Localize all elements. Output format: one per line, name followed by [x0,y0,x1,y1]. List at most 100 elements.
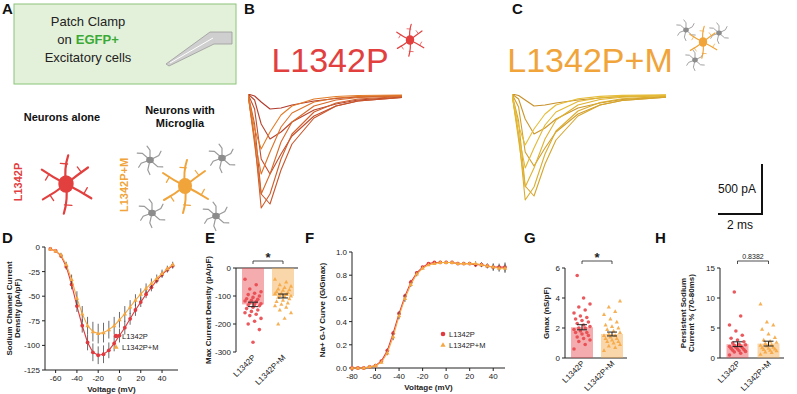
data-point [385,351,389,355]
data-point [64,262,68,266]
y-tick-label: 1.0 [336,248,348,257]
data-point [616,326,620,330]
data-point [415,272,419,276]
category-label: L1342P [232,353,258,379]
axis-title: Max Current Density (pA/pF) [204,256,213,364]
data-point [253,291,257,295]
data-point [356,366,360,370]
data-point [283,316,287,320]
current-trace [248,94,402,208]
data-point [480,263,484,267]
data-point [444,261,448,265]
data-point [462,262,466,266]
data-point [610,324,614,328]
data-point [48,247,52,251]
background [0,0,797,394]
data-point [251,340,255,344]
current-trace [512,94,666,187]
data-point [765,320,769,324]
axis-title-line: Density (pA/pF) [13,279,22,338]
y-tick-label: -50 [28,292,40,301]
data-point [139,300,143,304]
data-point [587,320,591,324]
y-tick-label: 0.2 [336,341,348,350]
y-tick-label: -125 [24,366,41,375]
data-point [85,323,89,327]
y-tick-label: 0 [711,354,716,363]
y-tick-label: -100 [215,292,232,301]
significance-label: * [265,250,271,265]
y-tick [233,352,236,353]
y-tick-label: 4 [556,294,561,303]
current-trace [248,94,402,194]
method-text-part: Excitatory cells [45,50,132,65]
neuron-branch [170,196,174,201]
y-tick [42,370,45,371]
data-point [54,249,58,253]
y-tick [717,358,720,359]
data-point [276,322,280,326]
axis-title: Voltage (mV) [404,383,453,392]
neuron-soma [406,35,414,45]
data-point [450,260,454,264]
category-label: L1342P [561,359,587,385]
y-tick-label: -25 [28,268,40,277]
bar [242,268,264,304]
neuron-branch [180,167,187,169]
y-tick [562,328,565,329]
data-point [69,277,73,281]
data-point [273,277,277,281]
pipette-icon [166,32,232,66]
data-point [588,338,592,342]
x-tick [140,370,141,373]
microglia-soma [146,157,154,164]
neuron-branch [416,31,418,34]
y-tick [233,324,236,325]
axis-title: Sodium Channel CurrentDensity (pA/pF) [5,261,23,356]
data-point [107,327,111,331]
data-point [485,264,489,268]
data-point [379,360,383,364]
data-point [605,327,609,331]
x-tick [446,368,447,371]
method-box [14,4,236,84]
current-trace [512,94,666,145]
data-point [258,294,262,298]
data-point [101,330,105,334]
data-point [289,311,293,315]
group-heading-line: Neurons alone [24,111,100,123]
data-point [758,343,762,347]
data-point [149,281,153,285]
group-heading: Neurons alone [24,111,100,123]
data-point [281,298,285,302]
data-point [278,308,282,312]
y-tick [717,268,720,269]
data-point [144,286,148,290]
y-tick-label: -75 [28,317,40,326]
neuron-branch [184,204,191,206]
neuron-branch [692,37,694,40]
axis-title-line: Sodium Channel Current [5,261,14,356]
data-point [763,341,767,345]
x-tick-label: -60 [370,372,382,381]
microglia-soma [692,58,698,63]
x-tick [399,368,400,371]
data-point [284,280,288,284]
data-point [577,340,581,344]
data-point [107,348,111,352]
data-point [585,316,589,320]
data-point [134,308,138,312]
panel-letter: E [205,229,215,246]
y-tick [349,252,352,253]
bar [272,268,294,296]
y-axis [565,268,566,358]
legend-marker [114,334,119,339]
data-point [243,311,247,315]
y-tick [233,268,236,269]
traces [248,94,402,208]
series-line [50,249,172,334]
significance-label: 0.8382 [742,253,764,260]
x-tick [76,370,77,373]
x-tick-label: -20 [92,374,104,383]
scale-bar-label: 2 ms [727,218,753,232]
